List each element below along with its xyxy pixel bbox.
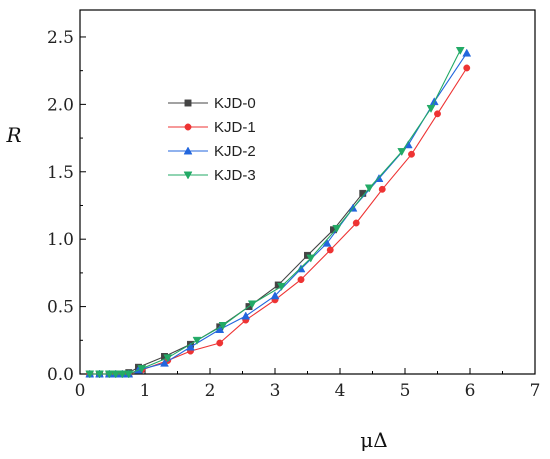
x-tick-label: 4 <box>335 381 346 401</box>
data-point-triangle-up <box>462 48 472 57</box>
data-point-square <box>184 99 192 107</box>
data-point-triangle-down <box>95 370 104 379</box>
y-tick-label: 1.5 <box>47 163 74 183</box>
series-layer <box>85 46 472 379</box>
x-axis-ticks: 0 1 2 3 4 5 6 7 <box>75 368 541 401</box>
y-tick-label: 0.5 <box>47 298 74 318</box>
x-tick-label: 1 <box>140 381 151 401</box>
data-point-triangle-down <box>137 365 147 374</box>
data-point-circle <box>434 110 441 118</box>
data-point-triangle-down <box>426 104 436 113</box>
series-kjd-1 <box>86 64 471 378</box>
data-point-triangle-down <box>104 370 114 379</box>
x-tick-label: 7 <box>530 381 541 401</box>
data-point-triangle-down <box>111 370 121 379</box>
data-point-triangle-down <box>306 254 316 263</box>
series-line <box>89 67 468 375</box>
legend-label: KJD-1 <box>214 119 256 136</box>
x-tick-label: 2 <box>205 381 216 401</box>
data-point-triangle-up <box>183 146 193 155</box>
data-point-circle <box>326 246 334 254</box>
series-kjd-2 <box>85 48 472 378</box>
data-point-triangle-up <box>322 238 332 247</box>
data-point-triangle-down <box>117 370 127 379</box>
data-point-triangle-down <box>332 224 342 233</box>
series-kjd-3 <box>85 46 465 379</box>
legend-item: KJD-2 <box>168 143 256 160</box>
data-point-triangle-down <box>183 171 193 180</box>
legend-label: KJD-0 <box>214 95 256 112</box>
data-point-triangle-up <box>160 358 169 367</box>
data-point-triangle-down <box>218 322 228 330</box>
series-line <box>89 50 461 375</box>
series-line <box>89 52 468 375</box>
legend: KJD-0 KJD-1 KJD-2 KJD-3 <box>168 95 256 184</box>
data-point-circle <box>463 64 471 72</box>
data-point-circle <box>408 150 415 158</box>
data-point-triangle-down <box>124 370 134 379</box>
data-point-triangle-down <box>397 148 407 157</box>
data-point-triangle-down <box>455 46 465 55</box>
data-point-triangle-down <box>277 282 286 291</box>
data-point-circle <box>378 185 386 193</box>
legend-item: KJD-0 <box>168 95 256 112</box>
x-axis-title: μΔ <box>360 428 387 452</box>
legend-item: KJD-1 <box>168 119 256 136</box>
legend-label: KJD-3 <box>214 167 256 184</box>
data-point-triangle-down <box>163 354 173 363</box>
x-tick-label: 0 <box>75 381 86 401</box>
series-line <box>89 192 364 375</box>
y-tick-label: 2.5 <box>47 28 74 48</box>
y-axis-title: R <box>5 123 21 147</box>
data-point-circle <box>216 339 224 347</box>
data-point-circle <box>297 276 305 284</box>
y-axis-ticks: 0.0 0.5 1.0 1.5 2.0 2.5 <box>47 28 86 385</box>
series-kjd-0 <box>86 189 367 378</box>
data-point-triangle-down <box>85 370 95 379</box>
legend-label: KJD-2 <box>214 143 256 160</box>
data-point-triangle-down <box>364 184 374 193</box>
data-point-triangle-down <box>247 300 257 309</box>
legend-item: KJD-3 <box>168 167 256 184</box>
x-tick-label: 3 <box>270 381 281 401</box>
data-point-triangle-up <box>241 311 251 320</box>
data-point-triangle-up <box>186 342 195 351</box>
x-tick-label: 6 <box>465 381 476 401</box>
data-point-circle <box>184 123 192 131</box>
x-tick-label: 5 <box>400 381 411 401</box>
y-tick-label: 1.0 <box>47 230 74 250</box>
data-point-triangle-up <box>270 291 280 300</box>
data-point-circle <box>352 219 360 227</box>
data-point-triangle-down <box>192 336 202 345</box>
y-tick-label: 0.0 <box>47 365 74 385</box>
y-tick-label: 2.0 <box>47 95 74 115</box>
